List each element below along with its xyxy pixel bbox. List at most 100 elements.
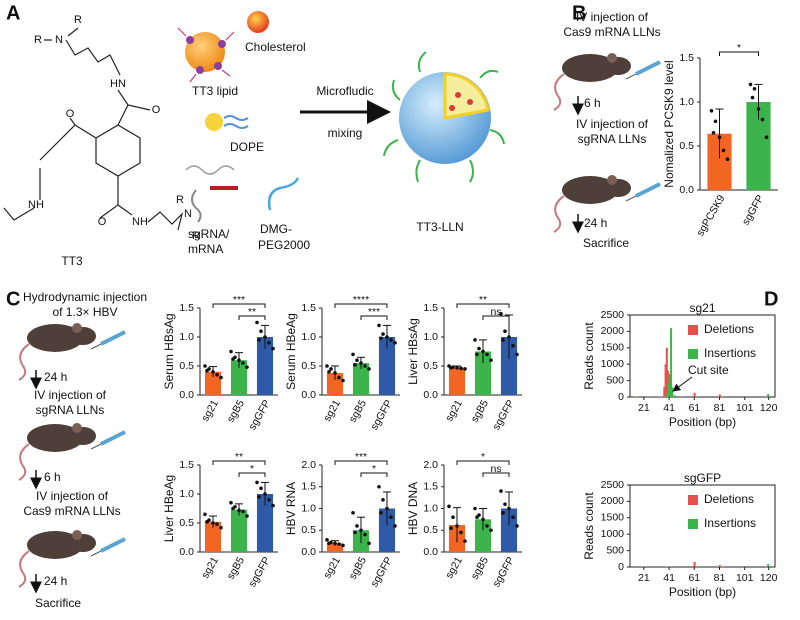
structure-skeleton (3, 27, 184, 231)
step-label: Hydrodynamic injection (23, 290, 147, 304)
x-tick-label: sgB5 (469, 555, 491, 582)
data-point (515, 352, 519, 357)
step-label: sgRNA LLNs (578, 132, 647, 146)
data-point (725, 157, 730, 161)
legend-swatch (688, 325, 698, 335)
y-tick-label: 1500 (601, 342, 625, 354)
bar (448, 367, 466, 395)
step-label: Sacrifice (35, 596, 81, 610)
significance-bracket (456, 303, 510, 308)
bar (764, 566, 767, 567)
x-tick-label: 120 (760, 402, 778, 414)
significance-label: **** (353, 294, 369, 306)
y-tick-label: 0.0 (679, 184, 694, 196)
data-point (325, 538, 329, 542)
annotation: Cut site (688, 363, 729, 377)
x-tick-label: 81 (714, 402, 726, 414)
component-label: DMG- (260, 222, 292, 236)
data-point (473, 506, 477, 511)
data-point (473, 338, 477, 342)
y-axis-label: HBV DNA (406, 482, 420, 535)
data-point (215, 522, 219, 526)
x-tick-label: 21 (638, 402, 650, 414)
data-point (475, 515, 479, 519)
bar (474, 351, 492, 395)
process-label: Microfludic (316, 84, 373, 98)
data-point (355, 524, 359, 528)
significance-bracket (238, 315, 266, 320)
mouse-body (27, 424, 83, 452)
data-point (499, 312, 503, 316)
y-axis-label: Reads count (582, 322, 596, 390)
data-point (459, 366, 463, 371)
y-tick-label: 1000 (601, 528, 625, 540)
syringe (100, 430, 126, 446)
panel-label: D (764, 288, 778, 310)
significance-bracket (212, 460, 266, 465)
panel-label: B (572, 2, 586, 24)
y-tick-label: 1.5 (179, 302, 194, 314)
data-point (211, 370, 215, 374)
bar (230, 509, 248, 552)
legend-swatch (688, 495, 698, 505)
needle (90, 443, 102, 450)
x-tick-label: sgB5 (225, 398, 247, 425)
plot-frame (629, 484, 776, 568)
syringe (635, 60, 661, 76)
legend-label: Insertions (704, 346, 756, 360)
chart-title: sg21 (689, 301, 715, 315)
x-tick-label: sgGFP (368, 398, 395, 432)
data-point (333, 541, 337, 546)
bar (670, 328, 673, 397)
significance-label: * (737, 42, 741, 54)
needle (90, 343, 102, 350)
data-point (351, 352, 355, 357)
mouse-ear (72, 323, 82, 333)
atom-label: N (55, 34, 63, 46)
panel-label: A (6, 2, 20, 24)
data-point (333, 371, 337, 375)
data-point (255, 320, 259, 325)
plot-frame (629, 314, 776, 398)
x-tick-label: 41 (663, 402, 675, 414)
y-tick-label: 1.0 (179, 331, 194, 343)
y-tick-label: 0.5 (301, 360, 316, 372)
step-label: IV injection of (36, 489, 109, 503)
data-point (329, 367, 333, 371)
y-axis-label: Serum HBsAg (162, 313, 176, 389)
data-point (511, 343, 515, 348)
legend-label: Insertions (704, 516, 756, 530)
data-point (449, 365, 453, 370)
data-point (259, 329, 263, 334)
data-point (447, 504, 451, 509)
bar (718, 565, 721, 567)
bar (718, 394, 721, 397)
data-point (337, 542, 341, 546)
significance-label: *** (355, 451, 367, 463)
bar (657, 396, 659, 397)
y-tick-label: 1.5 (423, 481, 438, 493)
data-point (231, 506, 235, 511)
y-tick-label: 1500 (601, 512, 625, 524)
y-tick-label: 0.0 (301, 389, 316, 401)
data-point (748, 82, 753, 87)
y-axis-label: HBV RNA (284, 482, 298, 535)
data-point (381, 332, 385, 336)
y-tick-label: 500 (606, 374, 624, 386)
atom-label: R (176, 194, 184, 206)
data-point (507, 335, 511, 339)
bar (326, 543, 344, 552)
y-tick-label: 0.0 (179, 389, 194, 401)
data-point (752, 87, 757, 91)
data-point (489, 358, 493, 363)
bar (352, 363, 370, 395)
step-label: sgRNA LLNs (36, 403, 105, 417)
mouse-body (27, 531, 83, 559)
data-point (499, 489, 503, 493)
data-point (203, 512, 207, 517)
mouse-tail (553, 73, 565, 111)
x-tick-label: 61 (688, 572, 700, 584)
mouse-body (562, 54, 618, 82)
data-point (359, 528, 363, 533)
